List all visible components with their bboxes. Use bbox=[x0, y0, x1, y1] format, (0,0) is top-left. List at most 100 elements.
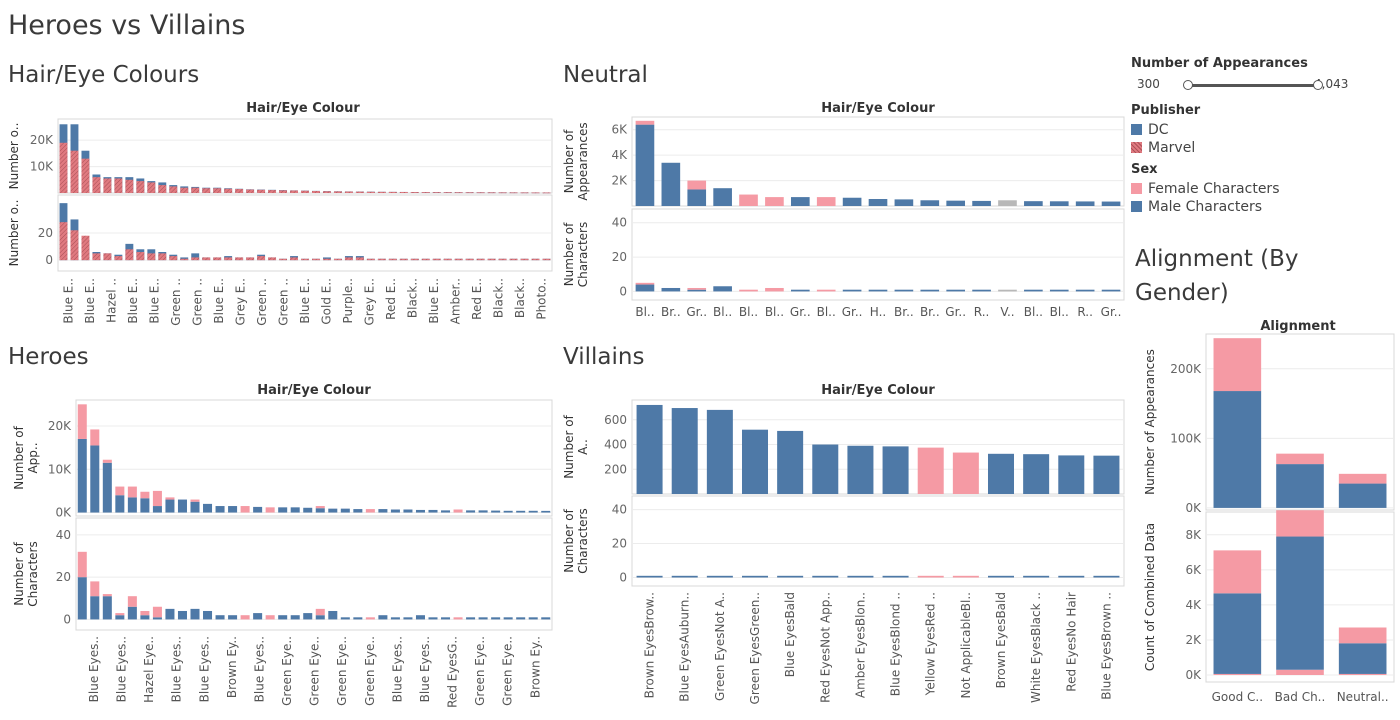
heroes-bottom-bar bbox=[290, 615, 300, 620]
villains-top-bar bbox=[1023, 454, 1050, 494]
neutral-bottom-bar bbox=[635, 282, 655, 285]
villains-top-bar bbox=[1093, 455, 1120, 494]
slider-max-handle[interactable] bbox=[1313, 80, 1323, 90]
legend-item-dc[interactable]: DC bbox=[1131, 122, 1391, 138]
section-title-hair-eye: Hair/Eye Colours bbox=[8, 62, 200, 88]
neutral-top-bar bbox=[894, 199, 914, 206]
legend-item-marvel[interactable]: Marvel bbox=[1131, 140, 1391, 156]
hair_eye-category-label: Blue E.. bbox=[126, 278, 140, 324]
alignment-bottom-tick-label: 6K bbox=[1185, 563, 1202, 577]
heroes-top-bar bbox=[478, 510, 488, 513]
heroes-top-bar bbox=[127, 486, 137, 498]
heroes-bottom-pane-frame bbox=[75, 517, 553, 631]
hair_eye-category-label: Amber.. bbox=[448, 278, 462, 324]
hair_eye-top-bar-marvel bbox=[487, 192, 496, 194]
heroes-top-bar bbox=[503, 510, 513, 513]
hair_eye-top-bar-marvel bbox=[202, 188, 211, 193]
heroes-top-bar bbox=[415, 509, 425, 513]
heroes-bottom-bar bbox=[441, 617, 451, 620]
hair_eye-top-bar-marvel bbox=[542, 192, 551, 194]
alignment-header: Alignment bbox=[1260, 319, 1335, 334]
hair_eye-bottom-bar-marvel bbox=[509, 258, 518, 261]
heroes-top-bar bbox=[240, 506, 250, 513]
villains-top-bar bbox=[1058, 455, 1085, 494]
alignment-top-bar bbox=[1213, 338, 1262, 392]
section-title-heroes: Heroes bbox=[8, 344, 89, 370]
appearances-range-slider[interactable]: 300 4,043 bbox=[1131, 75, 1391, 99]
alignment-top-bar bbox=[1338, 483, 1387, 508]
villains-bottom-bar bbox=[777, 575, 804, 578]
neutral-bottom-bar bbox=[1024, 289, 1043, 292]
alignment-bottom-bar bbox=[1213, 593, 1262, 674]
neutral-top-bar bbox=[790, 197, 810, 206]
heroes-top-bar bbox=[102, 462, 112, 513]
heroes-top-bar bbox=[140, 491, 150, 499]
hair_eye-top-bar-marvel bbox=[498, 192, 507, 194]
female-swatch bbox=[1131, 183, 1142, 194]
heroes-category-label: Green Eye.. bbox=[363, 636, 377, 706]
neutral-category-label: R.. bbox=[974, 305, 990, 319]
heroes-top-bar bbox=[228, 506, 238, 513]
hair_eye-bottom-bar-marvel bbox=[114, 256, 123, 261]
heroes-top-bar bbox=[315, 508, 325, 513]
villains-top-bar bbox=[636, 404, 663, 494]
chart-heroes[interactable]: Hair/Eye Colour 20K 10K 0K Number ofApp.. 40 2… bbox=[0, 378, 556, 714]
neutral-top-bar bbox=[661, 162, 681, 206]
heroes-bottom-bar bbox=[165, 608, 175, 620]
alignment-top-bar bbox=[1213, 391, 1262, 508]
heroes-category-label: Blue Eyes.. bbox=[115, 636, 129, 702]
neutral-category-label: V.. bbox=[1000, 305, 1014, 319]
chart-neutral[interactable]: Hair/Eye Colour 6K 4K 2K Number ofAppearance… bbox=[556, 96, 1128, 330]
neutral-category-label: Bl.. bbox=[765, 305, 784, 319]
hair_eye-top-tick-label: 20K bbox=[30, 133, 54, 147]
villains-top-tick-label: 200 bbox=[604, 462, 627, 476]
heroes-bottom-bar bbox=[491, 617, 501, 620]
hair_eye-top-bar-marvel bbox=[509, 192, 518, 194]
heroes-category-label: Blue Eyes.. bbox=[197, 636, 211, 702]
heroes-bottom-bar bbox=[90, 596, 100, 620]
villains-category-label: Blue EyesBlond .. bbox=[889, 592, 903, 696]
hair_eye-bottom-bar-marvel bbox=[355, 257, 364, 261]
hair_eye-category-label: Blue E.. bbox=[212, 278, 226, 324]
villains-category-label: Not ApplicableBl.. bbox=[959, 592, 973, 698]
heroes-bottom-bar bbox=[240, 615, 250, 620]
hair_eye-bottom-bar-marvel bbox=[290, 257, 298, 261]
heroes-top-bar bbox=[127, 497, 137, 513]
heroes-top-bar bbox=[77, 404, 87, 439]
heroes-top-bar bbox=[77, 438, 87, 513]
alignment-category-label: Good C.. bbox=[1212, 690, 1263, 704]
alignment-top-bar bbox=[1276, 453, 1324, 465]
legend-item-female[interactable]: Female Characters bbox=[1131, 181, 1391, 197]
hair_eye-category-label: Blue E.. bbox=[298, 278, 312, 324]
hair_eye-bottom-bar-marvel bbox=[498, 258, 507, 261]
heroes-header: Hair/Eye Colour bbox=[257, 383, 371, 398]
hair_eye-bottom-bar-marvel bbox=[180, 258, 189, 261]
hair_eye-bottom-bar-marvel bbox=[323, 258, 331, 261]
neutral-bottom-bar bbox=[972, 289, 991, 292]
neutral-top-bar bbox=[1101, 201, 1121, 206]
heroes-bottom-bar bbox=[390, 617, 400, 620]
villains-bottom-bar bbox=[917, 575, 944, 578]
neutral-top-bar bbox=[1024, 201, 1043, 206]
heroes-top-bar bbox=[541, 510, 551, 513]
heroes-top-bar bbox=[140, 498, 150, 513]
hair_eye-top-bar-marvel bbox=[246, 189, 255, 193]
heroes-top-tick-label: 10K bbox=[48, 462, 72, 476]
hair_eye-top-bar-marvel bbox=[147, 182, 156, 193]
legend-item-male[interactable]: Male Characters bbox=[1131, 199, 1391, 215]
neutral-bottom-bar bbox=[687, 289, 707, 292]
chart-alignment[interactable]: Alignment 200K 100K 0K Number of Appearances… bbox=[1128, 314, 1398, 714]
heroes-top-bar bbox=[315, 506, 325, 509]
hair_eye-top-bar-marvel bbox=[59, 142, 68, 193]
heroes-top-bar bbox=[215, 506, 225, 513]
hair_eye-top-bar-marvel bbox=[301, 190, 309, 193]
chart-hair-eye[interactable]: Hair/Eye Colour 20K 10K Number o.. 20 0 Number… bbox=[0, 96, 556, 330]
slider-min-handle[interactable] bbox=[1183, 80, 1193, 90]
neutral-category-label: Bl.. bbox=[739, 305, 758, 319]
heroes-bottom-bar bbox=[228, 615, 238, 620]
heroes-top-bar bbox=[165, 499, 175, 513]
villains-category-label: Red EyesNo Hair bbox=[1064, 592, 1078, 692]
hair_eye-category-label: Photo.. bbox=[534, 278, 548, 320]
villains-category-label: White EyesBlack .. bbox=[1029, 592, 1043, 703]
